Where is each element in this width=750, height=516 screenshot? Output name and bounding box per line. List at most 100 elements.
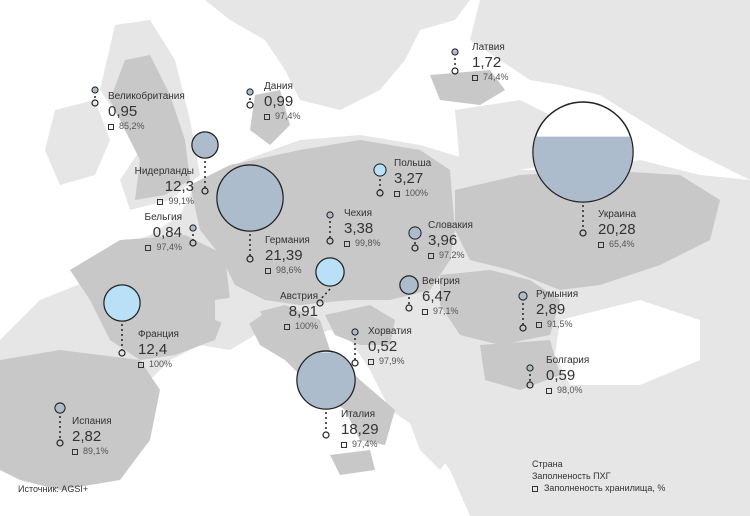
- bubble-fill: [409, 227, 421, 239]
- bubble-fill: [104, 285, 140, 321]
- anchor-dot: [351, 359, 359, 367]
- storage-pct: 97,1%: [422, 307, 460, 316]
- label-country-5: Бельгия 0,84 97,4%: [145, 213, 183, 252]
- pct-text: 91,5%: [547, 319, 573, 329]
- pct-text: 97,1%: [433, 306, 459, 316]
- country-name: Хорватия: [368, 326, 412, 337]
- sicily-land: [330, 450, 375, 475]
- pct-text: 100%: [405, 188, 429, 198]
- storage-pct: 97,4%: [341, 440, 379, 449]
- marker-country-11: [315, 257, 345, 307]
- storage-pct: 98,6%: [265, 266, 310, 275]
- marker-country-16: [54, 402, 66, 447]
- anchor-dot: [405, 304, 413, 312]
- storage-value: 3,27: [394, 170, 424, 187]
- label-country-15: Болгария 0,59 98,0%: [546, 356, 589, 395]
- pct-text: 89,1%: [83, 446, 109, 456]
- square-icon: [598, 241, 604, 248]
- legend-country: Страна: [532, 459, 563, 469]
- pct-text: 97,4%: [156, 242, 182, 252]
- marker-country-0: [451, 48, 459, 75]
- storage-pct: 100%: [138, 360, 179, 369]
- square-icon: [265, 267, 271, 274]
- latvia-land: [430, 70, 505, 105]
- legend: Страна Заполненость ПХГ Заполненость хра…: [532, 458, 665, 494]
- pct-text: 99,8%: [355, 238, 381, 248]
- anchor-dot: [246, 255, 254, 263]
- bubble-fill: [217, 165, 283, 231]
- storage-pct: 91,5%: [536, 320, 578, 329]
- square-icon: [422, 308, 428, 315]
- anchor-dot: [322, 431, 330, 439]
- storage-value: 2,82: [72, 428, 102, 445]
- country-name: Нидерланды: [134, 166, 194, 177]
- anchor-dot: [91, 99, 99, 107]
- anchor-dot: [316, 299, 324, 307]
- label-country-17: Италия 18,29 97,4%: [341, 410, 379, 449]
- country-name: Болгария: [546, 355, 590, 366]
- russia-land: [470, 0, 750, 180]
- country-name: Украина: [598, 209, 637, 220]
- storage-value: 12,4: [138, 341, 168, 358]
- label-country-9: Украина 20,28 65,4%: [598, 210, 636, 249]
- label-country-14: Хорватия 0,52 97,9%: [368, 327, 412, 366]
- square-icon: [341, 441, 347, 448]
- storage-value: 0,99: [264, 93, 294, 110]
- legend-square-icon: [532, 485, 538, 492]
- leader-line: [319, 288, 331, 301]
- country-name: Польша: [394, 158, 432, 169]
- marker-country-15: [526, 364, 534, 389]
- square-icon: [428, 252, 434, 259]
- marker-country-2: [246, 88, 254, 109]
- square-icon: [157, 198, 164, 205]
- square-icon: [108, 123, 114, 130]
- bubble-fill: [92, 87, 98, 93]
- legend-storage-pct: Заполненость хранилища, %: [532, 482, 665, 494]
- storage-pct: 99,8%: [344, 239, 381, 248]
- bubble-fill: [190, 225, 196, 231]
- bubble-fill: [527, 365, 533, 371]
- storage-pct: 89,1%: [72, 447, 112, 456]
- bubble-fill: [192, 132, 218, 158]
- square-icon: [283, 323, 290, 330]
- storage-value: 0,59: [546, 367, 576, 384]
- ukraine-land: [455, 170, 720, 290]
- bubble-fill: [374, 164, 386, 176]
- bubble-fill: [519, 292, 527, 300]
- storage-value: 0,52: [368, 338, 398, 355]
- turkey-land: [560, 380, 750, 516]
- source-note: Источник: AGSI+: [18, 484, 89, 494]
- bubble-fill: [352, 329, 358, 335]
- anchor-dot: [201, 187, 209, 195]
- marker-country-3: [191, 131, 219, 195]
- storage-pct: 65,4%: [598, 240, 636, 249]
- country-name: Чехия: [344, 208, 373, 219]
- bulgaria-land: [480, 340, 560, 390]
- label-country-8: Словакия 3,96 97,2%: [428, 221, 473, 260]
- marker-country-9: [532, 101, 634, 237]
- anchor-dot: [451, 67, 459, 75]
- storage-value: 18,29: [341, 421, 379, 438]
- anchor-dot: [526, 381, 534, 389]
- anchor-dot: [246, 101, 254, 109]
- marker-country-8: [408, 226, 422, 252]
- pct-text: 98,0%: [557, 385, 583, 395]
- storage-value: 2,89: [536, 301, 566, 318]
- label-country-12: Франция 12,4 100%: [138, 330, 179, 369]
- storage-value: 0,84: [152, 224, 182, 241]
- bubble-fill: [297, 352, 355, 409]
- bubble-fill: [316, 258, 344, 286]
- country-name: Венгрия: [422, 276, 460, 287]
- pct-text: 97,9%: [379, 356, 405, 366]
- storage-pct: 100%: [280, 322, 318, 331]
- marker-country-17: [296, 350, 356, 439]
- country-name: Испания: [72, 416, 112, 427]
- storage-pct: 97,4%: [264, 112, 301, 121]
- marker-country-6: [216, 164, 284, 263]
- legend-storage-fill: Заполненость ПХГ: [532, 471, 611, 481]
- denmark-land: [250, 90, 290, 145]
- square-icon: [344, 240, 350, 247]
- pct-text: 99,1%: [168, 196, 194, 206]
- pct-text: 74,4%: [483, 72, 509, 82]
- uk-highlight: [110, 55, 190, 200]
